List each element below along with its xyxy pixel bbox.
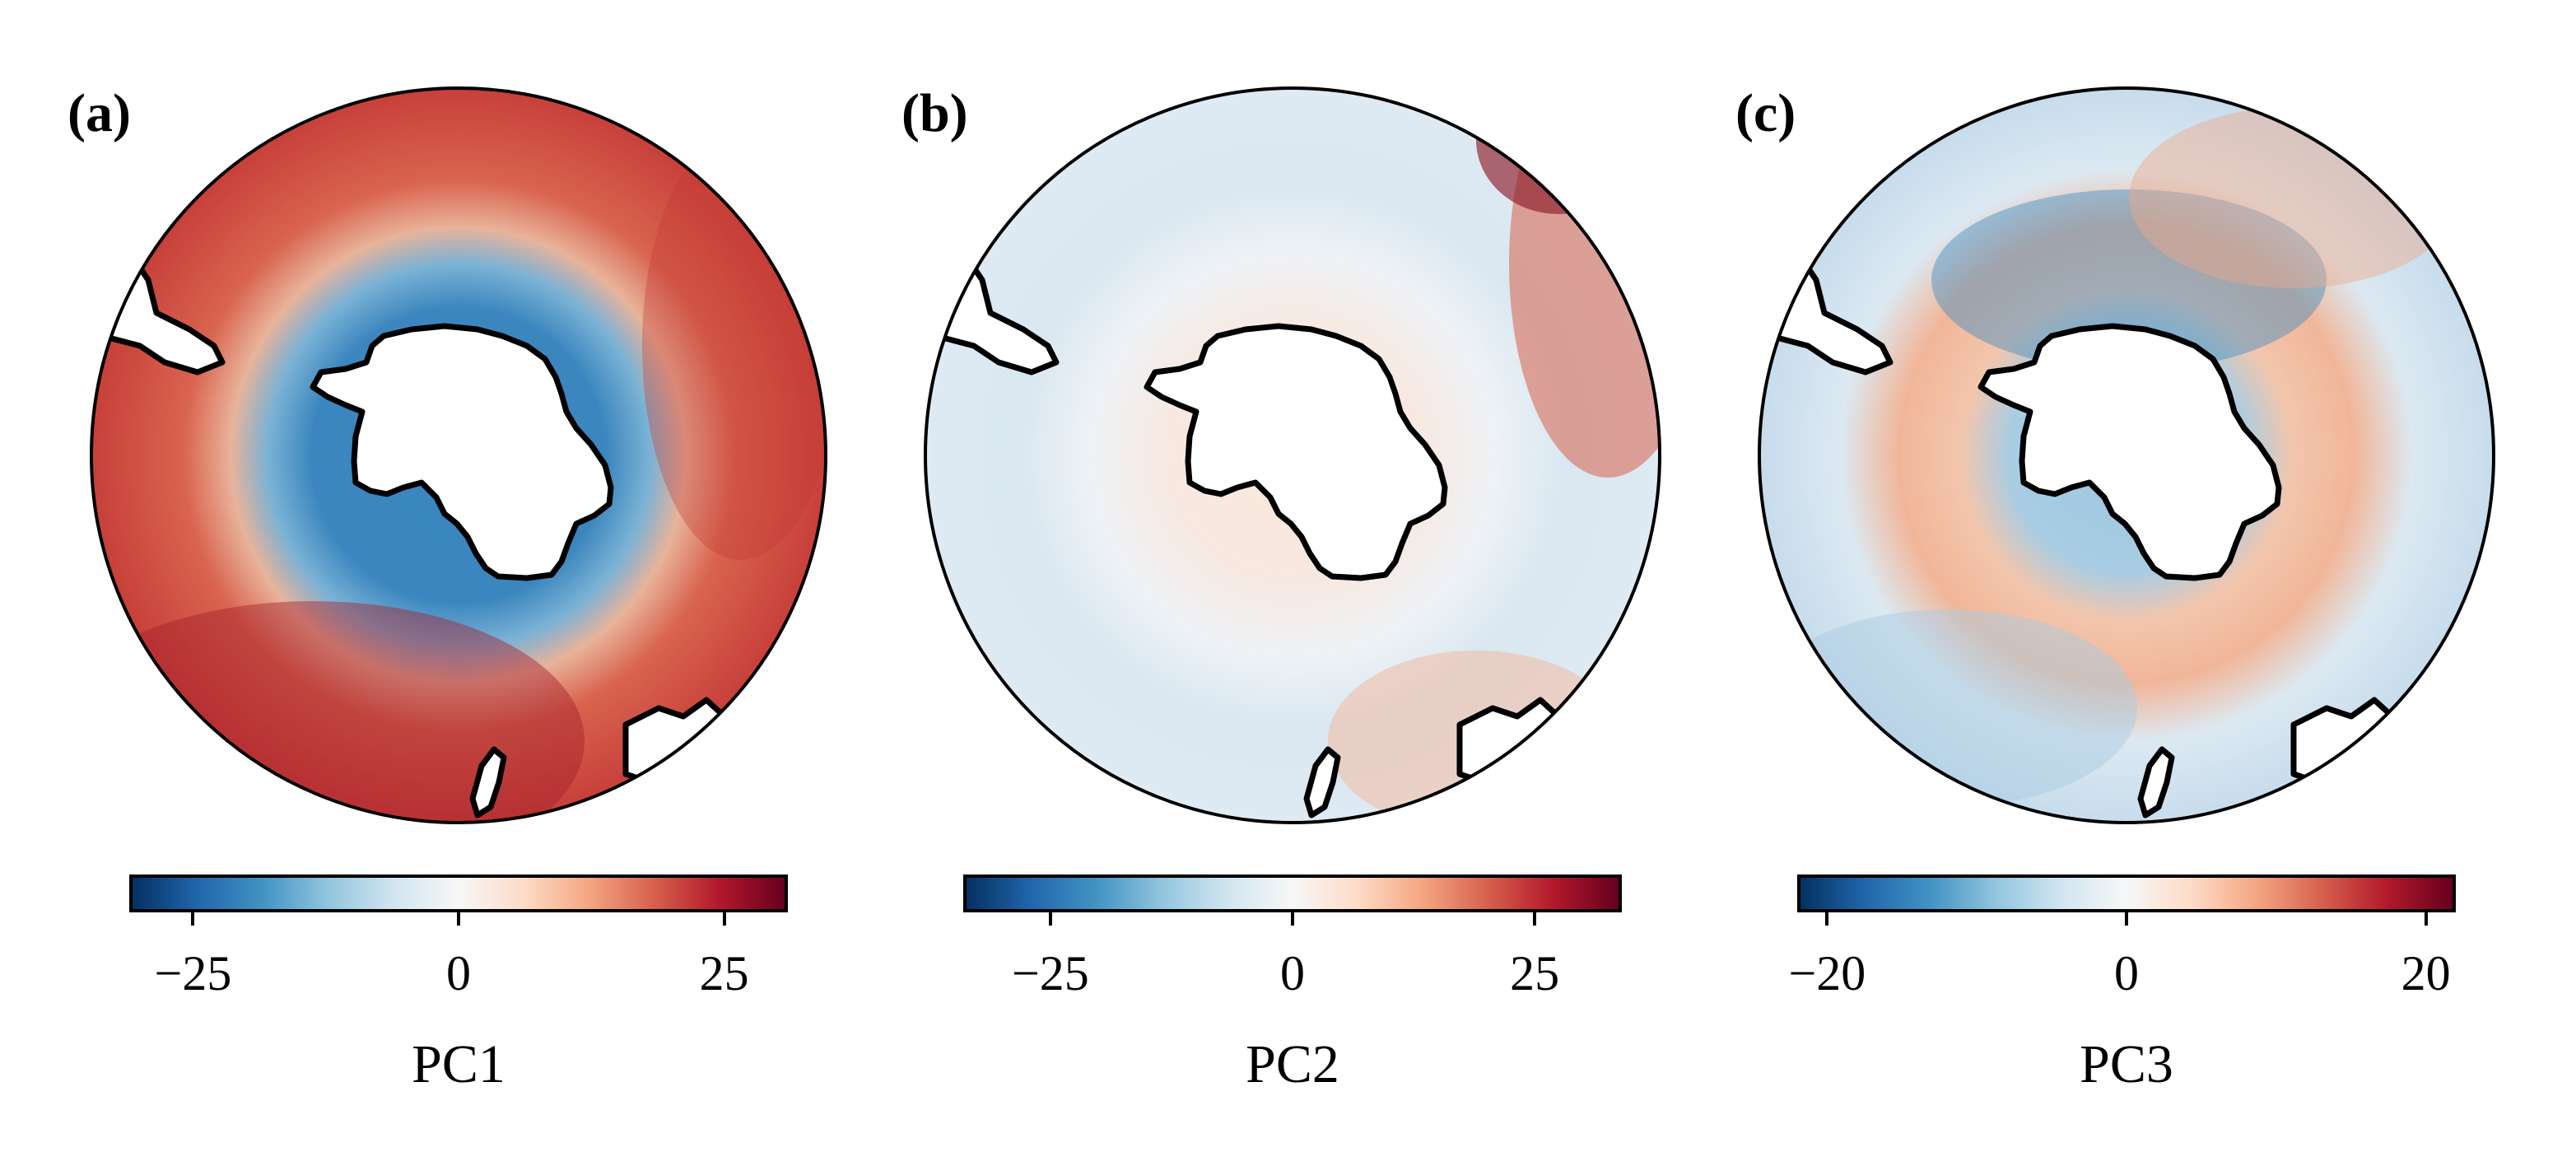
colorbar-tick-mark [1291,912,1294,926]
panel-label-c: (c) [1735,83,1796,143]
panel-label-a: (a) [68,83,131,143]
panel-pc3: (c) −20 0 20 PC3 [1668,0,2527,1152]
colorbar-tick-mark [1533,912,1537,926]
colorbar-tick-mark [1825,912,1829,926]
panel-pc2: (b) −25 0 25 PC2 [834,0,1693,1152]
colorbar-tick-mark [722,912,726,926]
colorbar-title-pc1: PC1 [412,1034,505,1094]
colorbar-tick-label: 25 [1510,946,1560,1000]
colorbar-tick-label: −20 [1788,946,1866,1000]
colorbar-pc2 [963,874,1622,912]
polar-map-pc1 [90,86,827,824]
colorbar-tick-label: 0 [446,946,471,1000]
colorbar-tick-mark [1048,912,1052,926]
colorbar-tick-mark [2125,912,2128,926]
colorbar-tick-label: 20 [2401,946,2451,1000]
colorbar-tick-mark [457,912,460,926]
panel-label-b: (b) [901,83,968,143]
colorbar-tick-label: 0 [2114,946,2139,1000]
colorbar-title-pc3: PC3 [2080,1034,2173,1094]
colorbar-tick-label: 0 [1280,946,1305,1000]
colorbar-tick-label: 25 [699,946,749,1000]
colorbar-gradient-pc2 [963,874,1622,912]
colorbar-pc3 [1797,874,2456,912]
polar-map-pc3 [1758,86,2495,824]
colorbar-tick-mark [2424,912,2428,926]
colorbar-title-pc2: PC2 [1246,1034,1339,1094]
polar-map-pc2 [924,86,1661,824]
colorbar-tick-label: −25 [1011,946,1089,1000]
colorbar-pc1 [129,874,788,912]
colorbar-tick-mark [191,912,195,926]
panel-pc1: (a) −25 0 25 PC1 [0,0,859,1152]
colorbar-tick-label: −25 [154,946,232,1000]
colorbar-gradient-pc1 [129,874,788,912]
colorbar-gradient-pc3 [1797,874,2456,912]
